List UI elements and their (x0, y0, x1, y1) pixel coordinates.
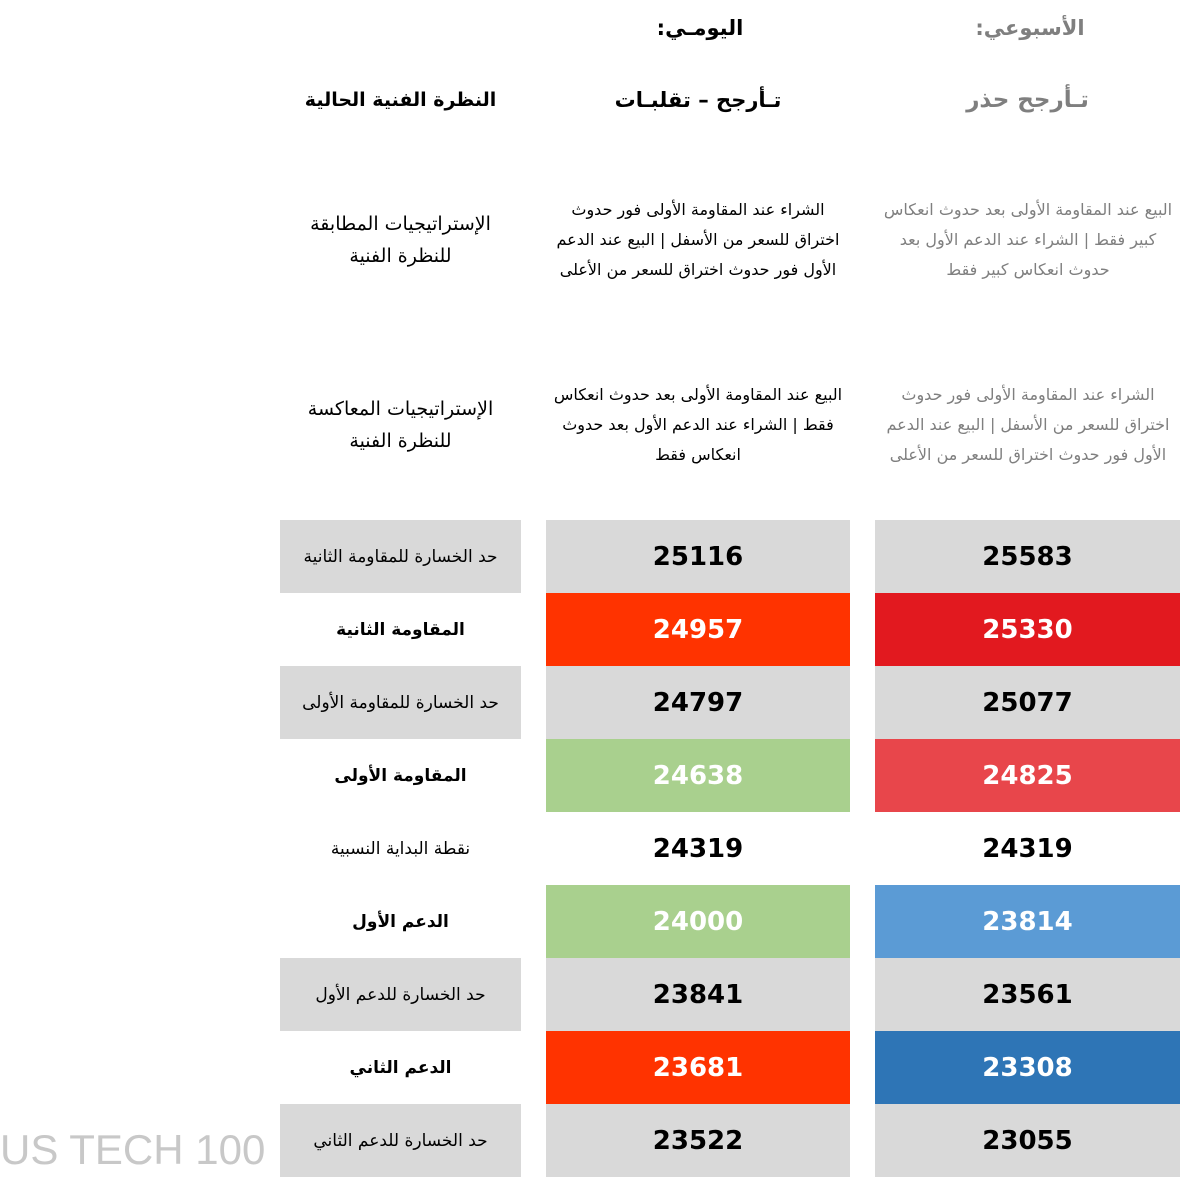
strategy-weekly: الشراء عند المقاومة الأولى فور حدوث اختر… (886, 385, 1170, 464)
weekly-header: الأسبوعي: (975, 16, 1085, 40)
level-label: الدعم الأول (280, 885, 521, 958)
level-label: الدعم الثاني (280, 1031, 521, 1104)
weekly-value: 25330 (875, 593, 1180, 666)
level-label: حد الخسارة للمقاومة الثانية (280, 520, 521, 593)
outlook-weekly: تـأرجح حذر (966, 87, 1089, 113)
daily-value: 24957 (546, 593, 850, 666)
strategy-weekly: البيع عند المقاومة الأولى بعد حدوث انعكا… (883, 200, 1173, 279)
strategy-label: الإستراتيجيات المعاكسة للنظرة الفنية (307, 398, 494, 452)
daily-header: اليومـي: (656, 16, 744, 40)
weekly-value: 23055 (875, 1104, 1180, 1177)
daily-value: 24797 (546, 666, 850, 739)
outlook-label: النظرة الفنية الحالية (304, 89, 497, 111)
daily-value: 24319 (546, 812, 850, 885)
weekly-value: 25077 (875, 666, 1180, 739)
daily-value: 23841 (546, 958, 850, 1031)
weekly-value: 23814 (875, 885, 1180, 958)
level-label: حد الخسارة للدعم الثاني (280, 1104, 521, 1177)
level-label: نقطة البداية النسبية (280, 812, 521, 885)
weekly-value: 24825 (875, 739, 1180, 812)
level-label: المقاومة الثانية (280, 593, 521, 666)
weekly-value: 24319 (875, 812, 1180, 885)
outlook-daily: تـأرجح – تقلبـات (614, 88, 782, 112)
level-label: حد الخسارة للمقاومة الأولى (280, 666, 521, 739)
daily-value: 25116 (546, 520, 850, 593)
strategy-daily: الشراء عند المقاومة الأولى فور حدوث اختر… (556, 200, 840, 279)
level-label: المقاومة الأولى (280, 739, 521, 812)
weekly-value: 25583 (875, 520, 1180, 593)
daily-value: 24638 (546, 739, 850, 812)
level-label: حد الخسارة للدعم الأول (280, 958, 521, 1031)
daily-value: 23522 (546, 1104, 850, 1177)
weekly-value: 23561 (875, 958, 1180, 1031)
strategy-label: الإستراتيجيات المطابقة للنظرة الفنية (310, 213, 491, 267)
daily-value: 24000 (546, 885, 850, 958)
strategy-daily: البيع عند المقاومة الأولى بعد حدوث انعكا… (553, 385, 843, 464)
footer: US TECH 100 (0, 1126, 266, 1173)
weekly-value: 23308 (875, 1031, 1180, 1104)
daily-value: 23681 (546, 1031, 850, 1104)
